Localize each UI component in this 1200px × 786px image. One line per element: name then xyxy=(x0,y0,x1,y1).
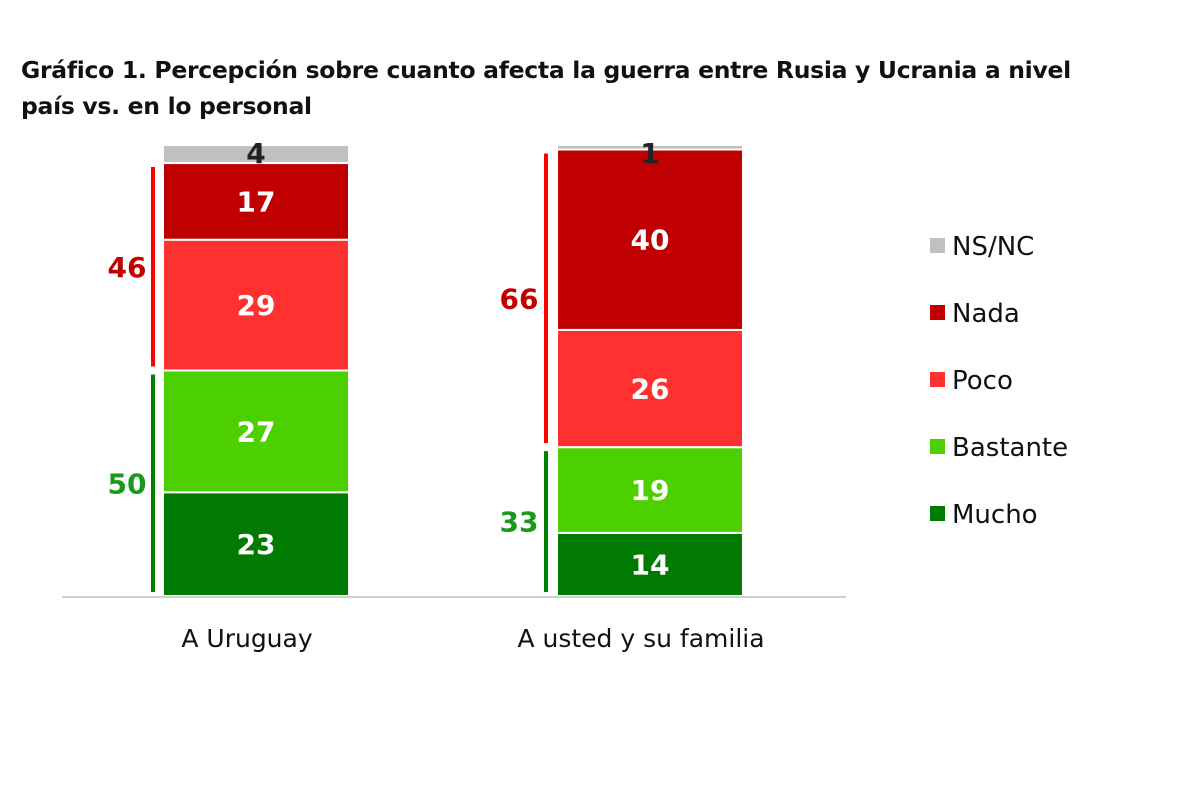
data-label-poco-a-usted-y-su-familia: 26 xyxy=(631,373,670,406)
data-label-bastante-a-usted-y-su-familia: 19 xyxy=(631,474,670,507)
chart-title: Gráfico 1. Percepción sobre cuanto afect… xyxy=(21,52,1181,124)
data-label-nada-a-uruguay: 17 xyxy=(237,185,276,218)
group-total-mucho-bastante-a-usted-y-su-familia: 33 xyxy=(500,506,539,539)
group-total-poco-nada-a-usted-y-su-familia: 66 xyxy=(500,282,539,315)
legend-label-nada: Nada xyxy=(952,299,1020,329)
legend-swatch-mucho xyxy=(930,506,945,521)
data-label-ns-nc-a-uruguay: 4 xyxy=(246,137,265,170)
group-total-mucho-bastante-a-uruguay: 50 xyxy=(108,467,147,500)
data-label-mucho-a-uruguay: 23 xyxy=(237,528,276,561)
data-label-nada-a-usted-y-su-familia: 40 xyxy=(631,224,670,257)
chart-title-line-2: país vs. en lo personal xyxy=(21,92,312,120)
group-total-poco-nada-a-uruguay: 46 xyxy=(108,251,147,284)
legend-label-mucho: Mucho xyxy=(952,500,1038,530)
legend-swatch-poco xyxy=(930,372,945,387)
bar-segment-bastante-a-usted-y-su-familia xyxy=(556,446,744,534)
chart-title-line-1: Gráfico 1. Percepción sobre cuanto afect… xyxy=(21,56,1071,84)
legend-label-poco: Poco xyxy=(952,366,1013,396)
data-label-bastante-a-uruguay: 27 xyxy=(237,415,276,448)
bar-segment-bastante-a-uruguay xyxy=(162,369,350,494)
legend: NS/NC Nada Poco Bastante Mucho xyxy=(930,232,1068,530)
data-label-poco-a-uruguay: 29 xyxy=(237,289,276,322)
legend-swatch-ns-nc xyxy=(930,238,945,253)
category-label-a-uruguay: A Uruguay xyxy=(181,624,313,653)
bar-segment-poco-a-uruguay xyxy=(162,238,350,372)
category-label-a-usted-y-su-familia: A usted y su familia xyxy=(517,624,764,653)
legend-swatch-nada xyxy=(930,305,945,320)
data-label-ns-nc-a-usted-y-su-familia: 1 xyxy=(640,137,659,170)
bars-layer: 23 27 29 17 4 14 19 26 40 1 xyxy=(162,137,744,597)
bar-segment-ns-nc-a-usted-y-su-familia xyxy=(556,144,744,151)
bar-segment-nada-a-usted-y-su-familia xyxy=(556,148,744,331)
data-label-mucho-a-usted-y-su-familia: 14 xyxy=(631,548,670,581)
bar-segment-ns-nc-a-uruguay xyxy=(162,144,350,165)
legend-label-bastante: Bastante xyxy=(952,433,1068,463)
category-labels-layer: A Uruguay A usted y su familia xyxy=(181,624,764,653)
group-brackets-layer: 46 50 66 33 xyxy=(108,153,548,592)
legend-label-ns-nc: NS/NC xyxy=(952,232,1034,262)
legend-swatch-bastante xyxy=(930,439,945,454)
